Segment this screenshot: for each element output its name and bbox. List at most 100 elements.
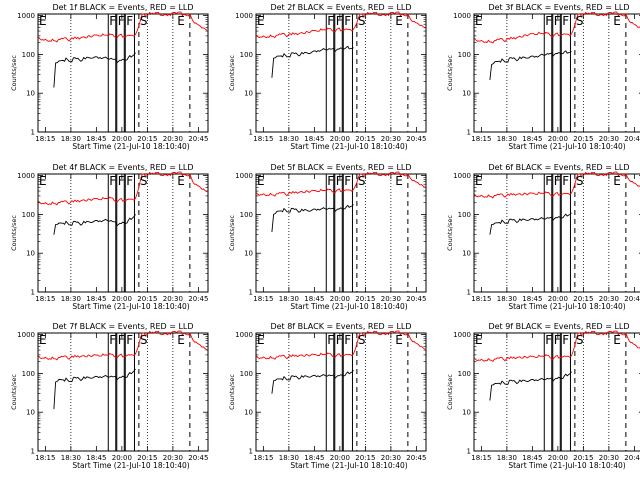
y-tick-label: 1000 bbox=[235, 172, 253, 180]
region-marker-label: F bbox=[562, 333, 569, 347]
x-tick-label: 18:30 bbox=[497, 135, 517, 143]
interval-band bbox=[543, 13, 553, 133]
x-tick-label: 20:45 bbox=[188, 135, 208, 143]
region-marker-label: S bbox=[358, 14, 366, 28]
region-marker-label: F bbox=[562, 174, 569, 188]
lld-series-line bbox=[474, 171, 640, 199]
interval-band bbox=[325, 173, 335, 293]
x-tick-label: 20:15 bbox=[355, 135, 375, 143]
lld-series-line bbox=[256, 330, 426, 360]
x-tick-label: 18:45 bbox=[304, 135, 324, 143]
interval-band bbox=[107, 13, 117, 133]
region-marker-label: F bbox=[562, 14, 569, 28]
y-axis-label: Counts/sec bbox=[446, 374, 454, 410]
x-tick-label: 18:30 bbox=[61, 135, 81, 143]
x-tick-label: 20:00 bbox=[330, 454, 350, 462]
y-tick-label: 100 bbox=[22, 370, 35, 378]
x-tick-label: 18:15 bbox=[35, 454, 55, 462]
x-tick-label: 20:45 bbox=[188, 295, 208, 303]
x-tick-label: 18:15 bbox=[253, 135, 273, 143]
detector-panel: Det 8f BLACK = Events, RED = LLD 1 10 100 10… bbox=[228, 322, 427, 470]
region-marker-label: F bbox=[545, 333, 552, 347]
region-marker-label: E bbox=[395, 333, 403, 347]
events-series-line bbox=[53, 368, 136, 410]
y-tick-label: 100 bbox=[240, 370, 253, 378]
interval-band bbox=[107, 173, 117, 293]
region-marker-label: E bbox=[395, 14, 403, 28]
region-marker-label: F bbox=[554, 174, 561, 188]
x-tick-label: 20:30 bbox=[381, 135, 401, 143]
x-tick-label: 20:15 bbox=[137, 454, 157, 462]
region-marker-label: F bbox=[109, 14, 116, 28]
lld-series-line bbox=[474, 11, 640, 44]
lld-series-line bbox=[38, 330, 208, 361]
x-tick-label: 20:15 bbox=[573, 295, 593, 303]
lld-series-line bbox=[256, 11, 426, 39]
y-tick-label: 100 bbox=[22, 211, 35, 219]
region-marker-label: S bbox=[576, 14, 584, 28]
x-tick-label: 18:45 bbox=[522, 295, 542, 303]
x-tick-label: 18:45 bbox=[86, 454, 106, 462]
interval-band bbox=[560, 332, 571, 452]
x-tick-label: 18:45 bbox=[522, 454, 542, 462]
events-series-line bbox=[489, 371, 572, 401]
region-marker-label: F bbox=[118, 333, 125, 347]
interval-band bbox=[107, 332, 117, 452]
region-marker-label: E bbox=[257, 174, 265, 188]
x-axis-label: Start Time (21-Jul-10 18:10:40) bbox=[72, 302, 189, 311]
events-series-line bbox=[489, 50, 572, 80]
region-marker-label: F bbox=[344, 333, 351, 347]
x-tick-label: 20:00 bbox=[330, 135, 350, 143]
region-marker-label: E bbox=[475, 333, 483, 347]
y-tick-label: 1 bbox=[467, 289, 471, 297]
region-marker-label: F bbox=[336, 14, 343, 28]
y-axis-label: Counts/sec bbox=[10, 374, 18, 410]
x-tick-label: 20:15 bbox=[573, 135, 593, 143]
y-tick-label: 10 bbox=[244, 409, 253, 417]
region-marker-label: F bbox=[336, 174, 343, 188]
y-tick-label: 10 bbox=[26, 250, 35, 258]
region-marker-label: F bbox=[109, 174, 116, 188]
x-tick-label: 18:30 bbox=[497, 295, 517, 303]
detector-panel: Det 4f BLACK = Events, RED = LLD 1 10 100 10… bbox=[10, 163, 209, 311]
region-marker-label: S bbox=[576, 333, 584, 347]
x-tick-label: 20:45 bbox=[624, 295, 640, 303]
y-axis-label: Counts/sec bbox=[228, 374, 236, 410]
region-marker-label: E bbox=[257, 14, 265, 28]
interval-band bbox=[334, 13, 343, 133]
panel-title: Det 1f BLACK = Events, RED = LLD bbox=[52, 3, 193, 12]
plot-frame bbox=[37, 173, 209, 293]
x-tick-label: 20:30 bbox=[599, 454, 619, 462]
x-tick-label: 18:30 bbox=[61, 295, 81, 303]
plot-frame bbox=[37, 332, 209, 452]
region-marker-label: F bbox=[344, 174, 351, 188]
region-marker-label: F bbox=[336, 333, 343, 347]
y-tick-label: 1000 bbox=[17, 331, 35, 339]
y-tick-label: 1000 bbox=[235, 331, 253, 339]
panel-title: Det 6f BLACK = Events, RED = LLD bbox=[488, 163, 629, 172]
x-axis-label: Start Time (21-Jul-10 18:10:40) bbox=[508, 461, 625, 470]
region-marker-label: E bbox=[177, 333, 185, 347]
panel-title: Det 5f BLACK = Events, RED = LLD bbox=[270, 163, 411, 172]
y-tick-label: 1 bbox=[31, 129, 35, 137]
y-tick-label: 1 bbox=[31, 289, 35, 297]
plot-frame bbox=[255, 13, 427, 133]
interval-band bbox=[543, 173, 553, 293]
lld-series-line bbox=[38, 11, 208, 43]
interval-band bbox=[560, 13, 571, 133]
region-marker-label: S bbox=[358, 174, 366, 188]
y-tick-label: 100 bbox=[458, 51, 471, 59]
y-tick-label: 1000 bbox=[235, 12, 253, 20]
x-tick-label: 20:00 bbox=[548, 454, 568, 462]
region-marker-label: F bbox=[126, 174, 133, 188]
region-marker-label: E bbox=[475, 14, 483, 28]
x-tick-label: 18:45 bbox=[522, 135, 542, 143]
panel-title: Det 3f BLACK = Events, RED = LLD bbox=[488, 3, 629, 12]
region-marker-label: E bbox=[39, 333, 47, 347]
interval-band bbox=[116, 173, 125, 293]
detector-panel: Det 3f BLACK = Events, RED = LLD 1 10 100 10… bbox=[446, 3, 640, 151]
region-marker-label: S bbox=[140, 14, 148, 28]
x-tick-label: 20:15 bbox=[137, 295, 157, 303]
x-tick-label: 20:15 bbox=[355, 454, 375, 462]
